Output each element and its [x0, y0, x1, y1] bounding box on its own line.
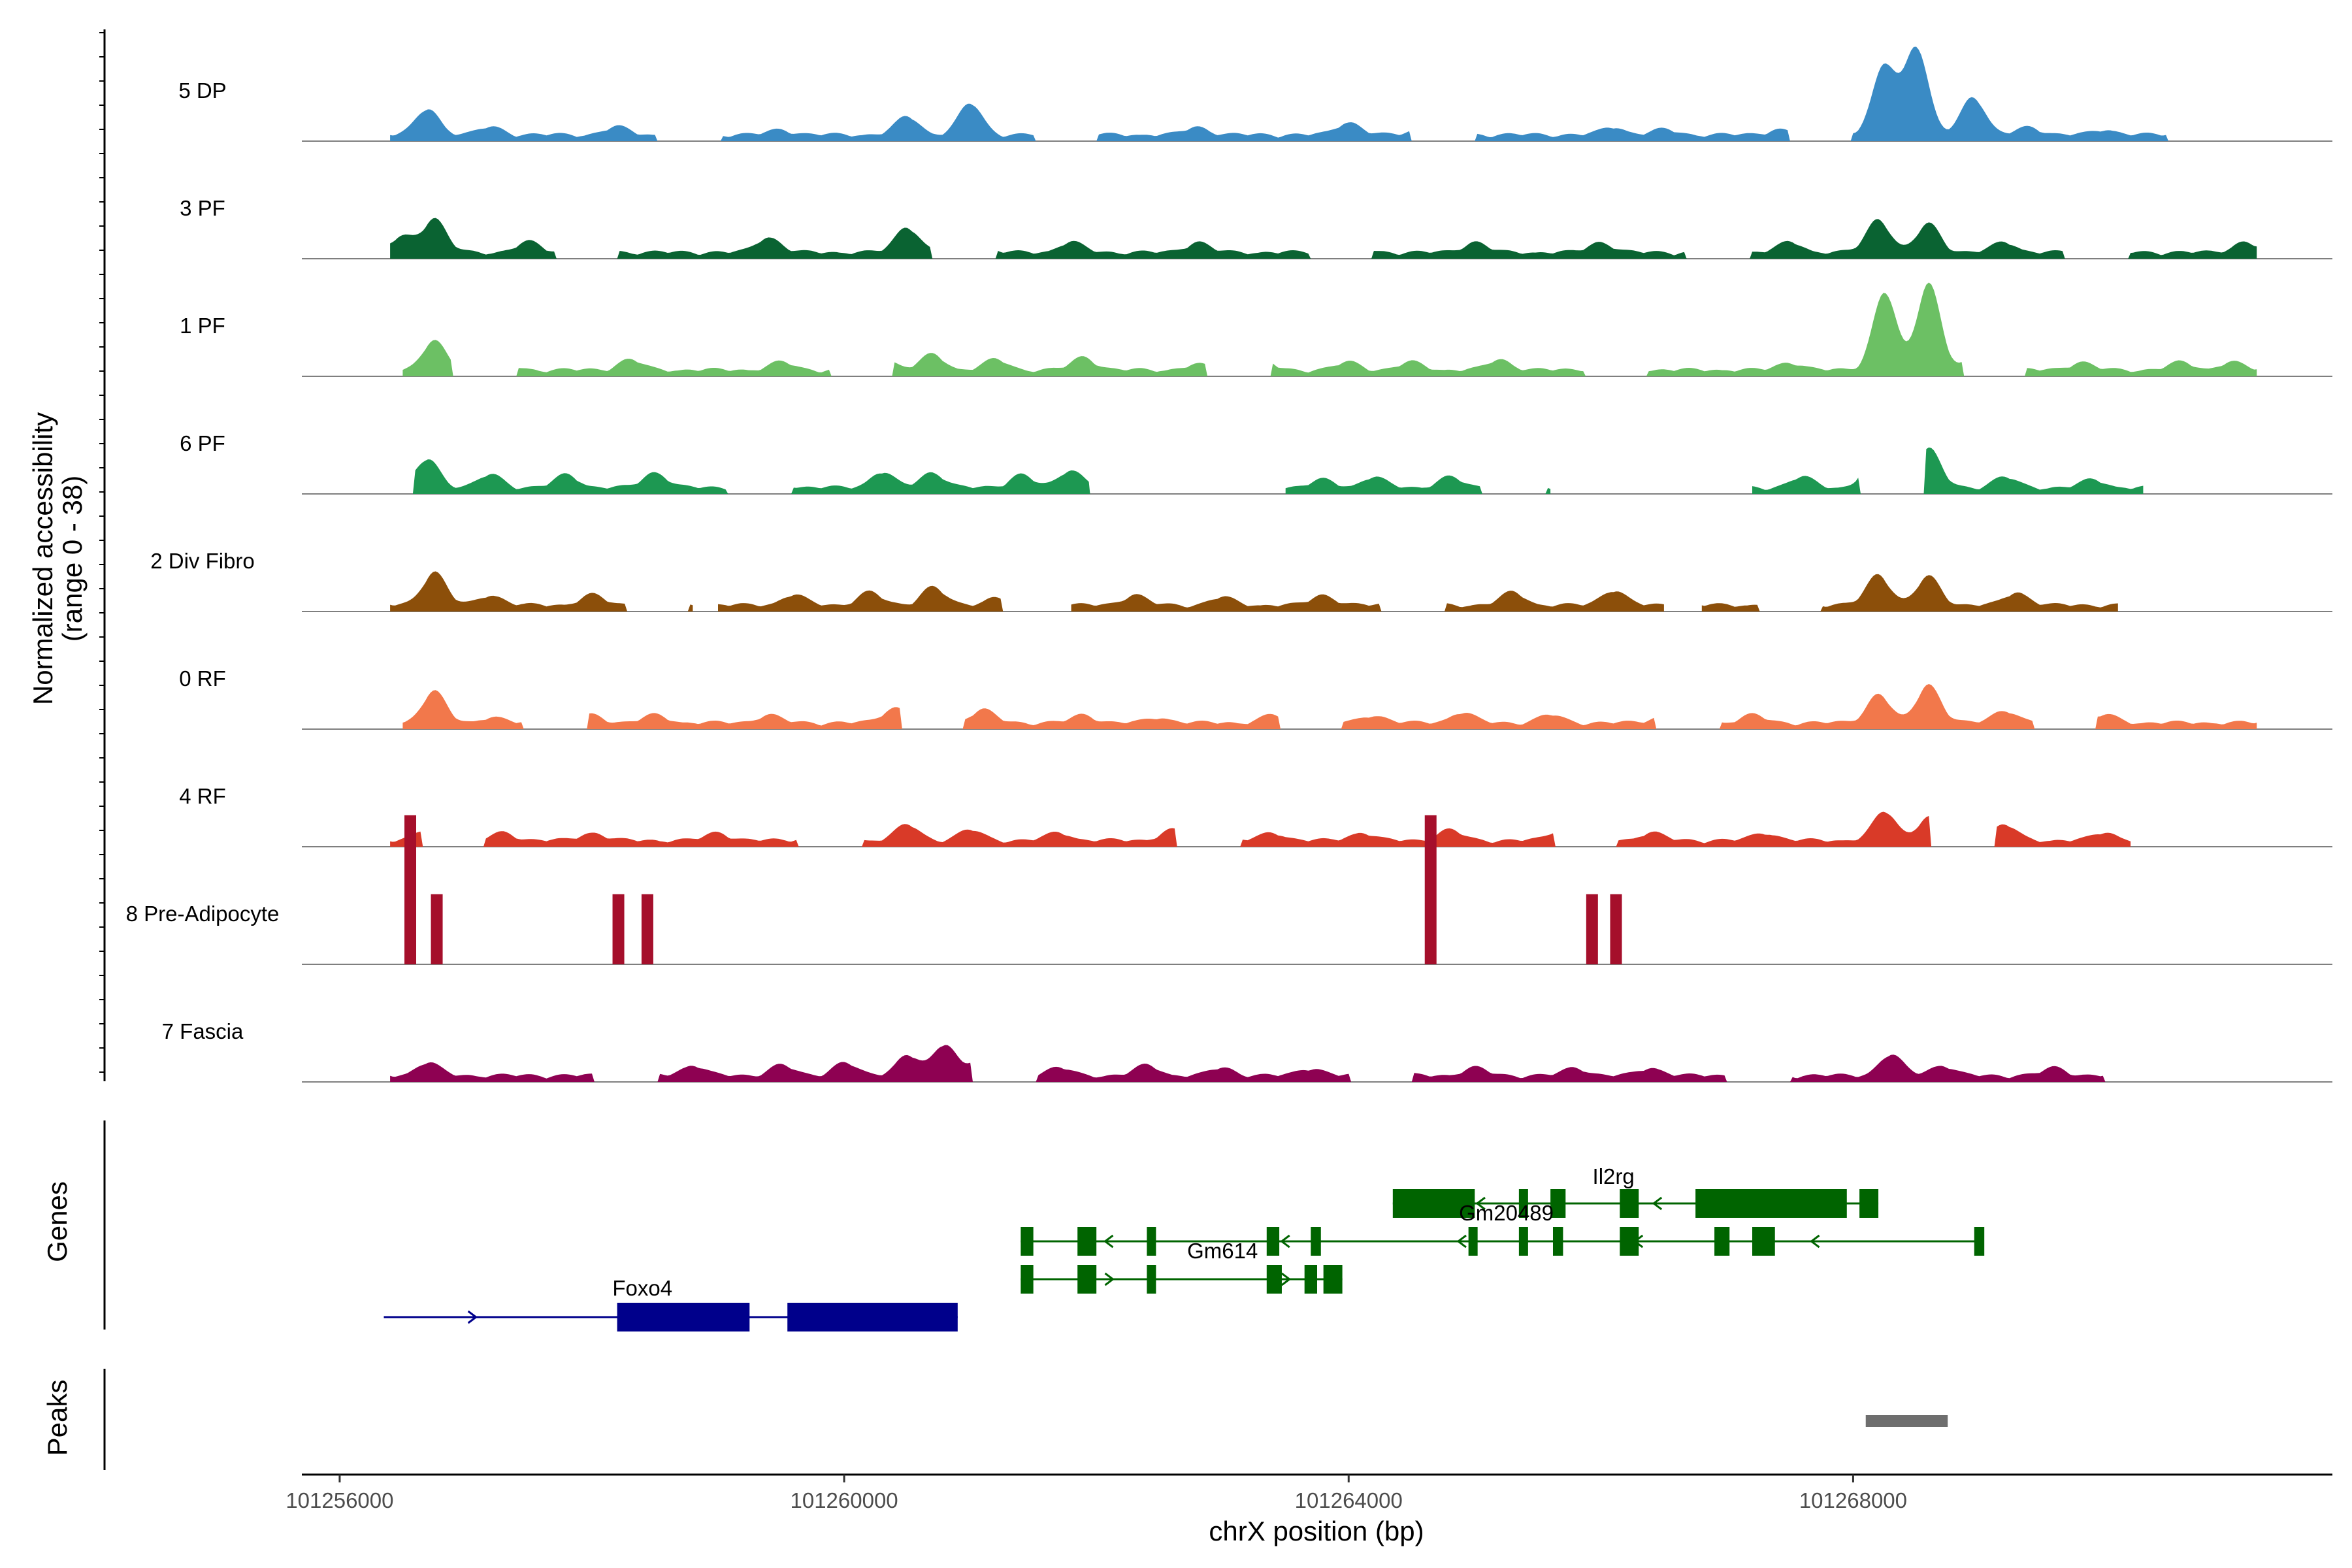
- coverage-area: [390, 571, 693, 612]
- coverage-peak: [1424, 815, 1437, 964]
- gene-exon: [1859, 1189, 1879, 1218]
- coverage-area: [1752, 447, 2144, 494]
- track-label: 4 RF: [179, 784, 226, 808]
- x-tick-label: 101256000: [286, 1488, 393, 1512]
- strand-arrow: [1104, 1272, 1115, 1286]
- track-label: 3 PF: [180, 196, 225, 220]
- strand-arrow: [1475, 1196, 1486, 1211]
- track-label: 6 PF: [180, 431, 225, 455]
- track-label: 0 RF: [179, 666, 226, 691]
- gene-label: Foxo4: [612, 1276, 672, 1300]
- gene-exon: [1552, 1227, 1563, 1256]
- coverage-area: [718, 585, 1034, 612]
- strand-arrow: [467, 1310, 478, 1324]
- gene-exon: [1323, 1265, 1343, 1294]
- y-axis-title-line1: Normalized accessibility: [27, 412, 58, 705]
- coverage-area: [1701, 574, 2118, 612]
- gene-label: Il2rg: [1593, 1164, 1635, 1188]
- track-label: 7 Fascia: [162, 1019, 244, 1043]
- gene-exon: [617, 1303, 750, 1331]
- peaks-track-title: Peaks: [42, 1380, 73, 1456]
- gene-exon: [1752, 1227, 1775, 1256]
- coverage-tracks: 5 DP 3 PF 1 PF 6 PF 2 Div Fibro 0 RF 4 RF 8 Pre…: [126, 46, 2332, 1083]
- gene-exon: [1077, 1265, 1097, 1294]
- coverage-area: [390, 811, 2131, 847]
- peaks-track: [1865, 1415, 1948, 1427]
- coverage-area: [390, 218, 2257, 259]
- gene-exon: [1695, 1189, 1847, 1218]
- track-label: 5 DP: [178, 78, 226, 103]
- peak-region: [1865, 1415, 1948, 1427]
- gene-exon: [1021, 1227, 1034, 1256]
- gene-exon: [1714, 1227, 1730, 1256]
- gene-exon: [1518, 1189, 1528, 1218]
- gene-exon: [1620, 1227, 1639, 1256]
- track-8-pre-adipocyte: 8 Pre-Adipocyte: [126, 815, 2332, 965]
- track-label: 2 Div Fibro: [150, 549, 255, 573]
- strand-arrow: [1280, 1234, 1290, 1249]
- gene-label: Gm20489: [1459, 1201, 1554, 1225]
- track-3-pf: 3 PF: [180, 196, 2332, 259]
- gene-exon: [1392, 1189, 1475, 1218]
- coverage-peak: [641, 894, 653, 964]
- gene-il2rg: Il2rg: [1392, 1164, 1879, 1218]
- x-tick-label: 101264000: [1295, 1488, 1403, 1512]
- gene-exon: [1147, 1265, 1156, 1294]
- track-1-pf: 1 PF: [180, 282, 2332, 377]
- gene-exon: [1974, 1227, 1985, 1256]
- strand-arrow: [1456, 1234, 1467, 1249]
- gene-exon: [1620, 1189, 1639, 1218]
- track-0-rf: 0 RF: [179, 666, 2332, 730]
- gene-exon: [1304, 1265, 1317, 1294]
- genes-track-title: Genes: [42, 1181, 73, 1262]
- track-4-rf: 4 RF: [179, 784, 2332, 847]
- x-axis-title: chrX position (bp): [1209, 1516, 1424, 1546]
- gene-exon: [1147, 1227, 1156, 1256]
- coverage-peak: [431, 894, 443, 964]
- strand-arrow: [1810, 1234, 1820, 1249]
- gene-exon: [1311, 1227, 1321, 1256]
- gene-exon: [1266, 1227, 1280, 1256]
- track-5-dp: 5 DP: [178, 46, 2332, 142]
- genes-track: Il2rg Gm20489 Gm614 Foxo4: [384, 1164, 1985, 1331]
- coverage-peak: [1610, 894, 1622, 964]
- track-6-pf: 6 PF: [180, 431, 2332, 495]
- strand-arrow: [1103, 1234, 1114, 1249]
- coverage-area: [1071, 591, 1664, 612]
- gene-gm20489: Gm20489: [1021, 1201, 1985, 1256]
- track-7-fascia: 7 Fascia: [162, 1019, 2332, 1083]
- track-label: 8 Pre-Adipocyte: [126, 902, 280, 926]
- gene-exon: [1077, 1227, 1097, 1256]
- gene-label: Gm614: [1187, 1239, 1258, 1263]
- coverage-peak: [1586, 894, 1598, 964]
- track-2-div-fibro: 2 Div Fibro: [150, 549, 2332, 612]
- gene-exon: [1550, 1189, 1566, 1218]
- coverage-area: [390, 459, 1090, 494]
- x-axis: 101256000 101260000 101264000 101268000: [99, 29, 2332, 1512]
- coverage-peak: [612, 894, 625, 964]
- gene-exon: [1468, 1227, 1478, 1256]
- gene-exon: [1021, 1265, 1034, 1294]
- coverage-area: [390, 46, 2168, 141]
- gene-exon: [1266, 1265, 1282, 1294]
- coverage-area: [402, 684, 2257, 729]
- coverage-area: [390, 1045, 2118, 1082]
- gene-gm614: Gm614: [1021, 1239, 1343, 1294]
- gene-foxo4: Foxo4: [384, 1276, 958, 1331]
- x-tick-label: 101260000: [790, 1488, 898, 1512]
- coverage-peak: [404, 815, 417, 964]
- gene-exon: [1518, 1227, 1528, 1256]
- strand-arrow: [1281, 1272, 1292, 1286]
- track-label: 1 PF: [180, 314, 225, 338]
- strand-arrow: [1652, 1196, 1663, 1211]
- coverage-area: [1285, 475, 1551, 494]
- coverage-area: [402, 282, 2257, 376]
- gene-exon: [787, 1303, 958, 1331]
- x-tick-label: 101268000: [1799, 1488, 1907, 1512]
- y-axis-title-line2: (range 0 - 38): [57, 476, 88, 642]
